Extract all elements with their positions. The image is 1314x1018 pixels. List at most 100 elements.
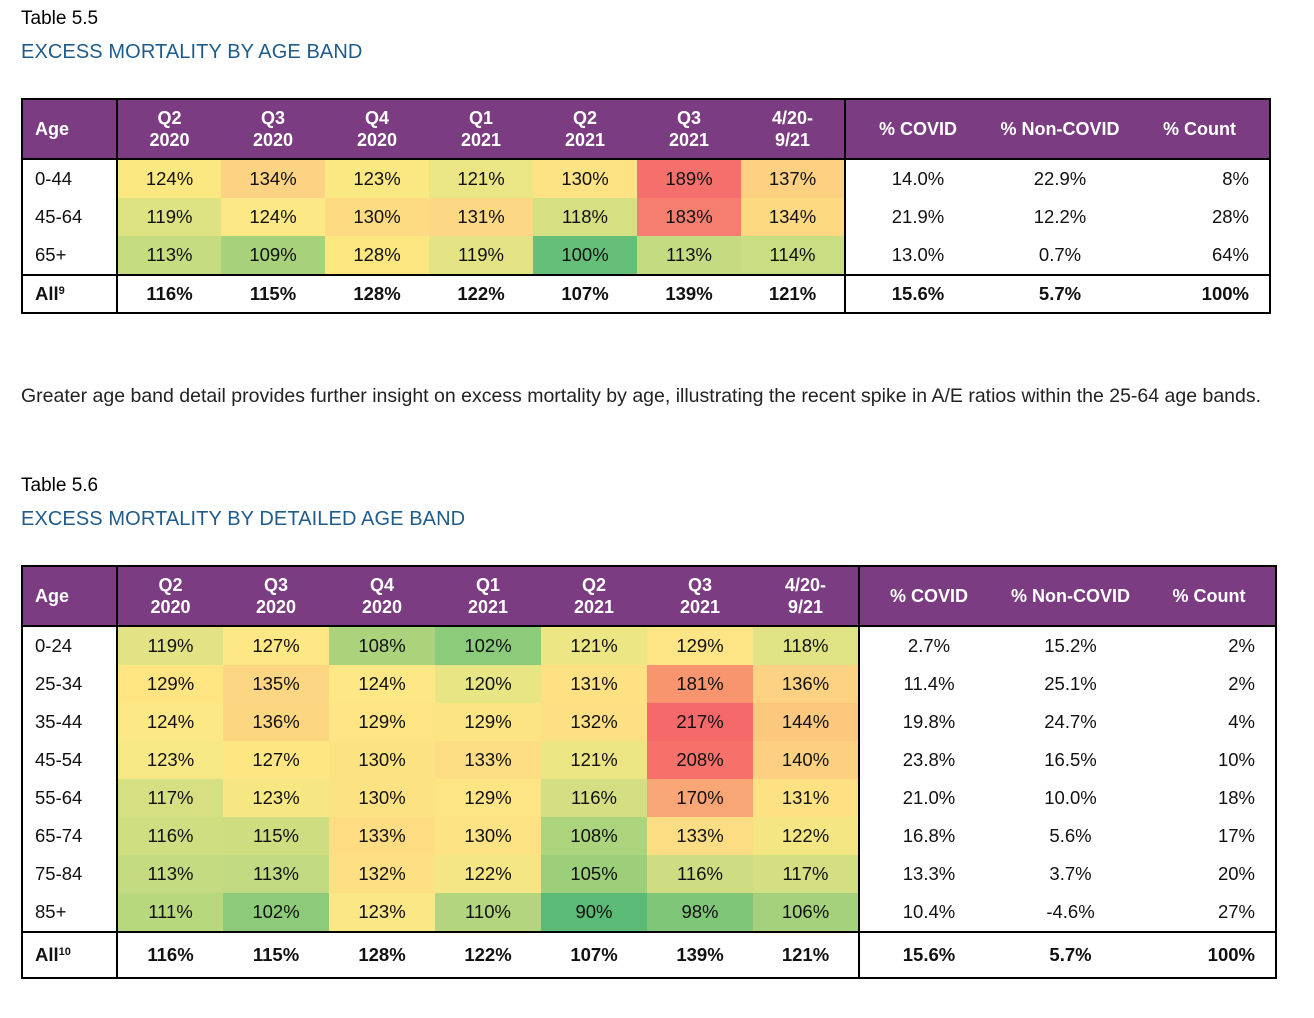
all-ratio-cell: 139% [637,274,741,313]
ratio-cell: 129% [329,703,435,741]
ratio-cell: 121% [429,159,533,198]
count-cell: 20% [1143,855,1276,893]
all-covid-cell: 15.6% [845,274,990,313]
ratio-cell: 123% [117,741,223,779]
all-row: All10 116% 115% 128% 122% 107% 139% 121% 15.6% 5.… [22,931,1276,978]
ratio-cell: 127% [223,741,329,779]
header-row: Age Q2 2020 Q3 2020 Q4 2020 Q1 2021 Q2 2021 Q3 2021 4… [22,566,1276,627]
all-ratio-cell: 139% [647,931,753,978]
ratio-cell: 113% [117,855,223,893]
ratio-cell: 131% [541,665,647,703]
ratio-cell: 123% [223,779,329,817]
period-header: Q1 2021 [435,566,541,627]
noncovid-cell: 16.5% [998,741,1143,779]
all-label-cell: All9 [22,274,118,313]
period-header: 4/20- 9/21 [741,99,846,160]
count-cell: 2% [1143,626,1276,665]
covid-cell: 21.0% [859,779,998,817]
age-cell: 75-84 [22,855,118,893]
header-row: Age Q2 2020 Q3 2020 Q4 2020 Q1 2021 Q2 2021 Q3 2021 4… [22,99,1270,160]
ratio-cell: 189% [637,159,741,198]
ratio-cell: 115% [223,817,329,855]
noncovid-cell: 3.7% [998,855,1143,893]
age-header: Age [22,99,118,160]
ratio-cell: 129% [435,703,541,741]
footnote-marker: 9 [58,285,65,297]
ratio-cell: 130% [533,159,637,198]
table-row: 0-44 124% 134% 123% 121% 130% 189% 137% 14.0% 22.… [22,159,1270,198]
noncovid-cell: -4.6% [998,893,1143,932]
ratio-cell: 108% [541,817,647,855]
period-header: Q4 2020 [329,566,435,627]
all-label-cell: All10 [22,931,118,978]
ratio-cell: 120% [435,665,541,703]
table-row: 55-64 117% 123% 130% 129% 116% 170% 131% 21.0% 10… [22,779,1276,817]
ratio-cell: 137% [741,159,846,198]
all-ratio-cell: 115% [223,931,329,978]
ratio-cell: 131% [429,198,533,236]
ratio-cell: 132% [329,855,435,893]
age-cell: 85+ [22,893,118,932]
all-count-cell: 100% [1130,274,1270,313]
covid-cell: 11.4% [859,665,998,703]
table-5-5-title: EXCESS MORTALITY BY AGE BAND [21,41,363,63]
ratio-cell: 134% [741,198,846,236]
all-noncovid-cell: 5.7% [990,274,1130,313]
count-header: % Count [1130,99,1270,160]
covid-cell: 21.9% [845,198,990,236]
ratio-cell: 121% [541,626,647,665]
ratio-cell: 118% [753,626,860,665]
covid-cell: 23.8% [859,741,998,779]
footnote-marker: 10 [58,946,71,958]
all-ratio-cell: 116% [117,274,221,313]
all-covid-cell: 15.6% [859,931,998,978]
ratio-cell: 133% [647,817,753,855]
count-cell: 64% [1130,236,1270,275]
ratio-cell: 122% [435,855,541,893]
period-header: Q3 2020 [223,566,329,627]
covid-cell: 19.8% [859,703,998,741]
age-cell: 55-64 [22,779,118,817]
period-header: Q3 2020 [221,99,325,160]
ratio-cell: 217% [647,703,753,741]
period-header: 4/20- 9/21 [753,566,860,627]
period-header: Q2 2020 [117,566,223,627]
count-cell: 27% [1143,893,1276,932]
ratio-cell: 135% [223,665,329,703]
all-row: All9 116% 115% 128% 122% 107% 139% 121% 15.6% 5.7… [22,274,1270,313]
table-row: 0-24 119% 127% 108% 102% 121% 129% 118% 2.7% 15.2… [22,626,1276,665]
noncovid-cell: 12.2% [990,198,1130,236]
all-ratio-cell: 121% [753,931,860,978]
age-cell: 25-34 [22,665,118,703]
ratio-cell: 113% [223,855,329,893]
ratio-cell: 111% [117,893,223,932]
table-5-5-label: Table 5.5 [21,8,99,29]
table-5-6-label: Table 5.6 [21,475,99,496]
ratio-cell: 122% [753,817,860,855]
noncovid-cell: 15.2% [998,626,1143,665]
ratio-cell: 170% [647,779,753,817]
ratio-cell: 116% [647,855,753,893]
count-cell: 18% [1143,779,1276,817]
age-header: Age [22,566,118,627]
ratio-cell: 109% [221,236,325,275]
ratio-cell: 108% [329,626,435,665]
ratio-cell: 102% [223,893,329,932]
period-header: Q2 2021 [533,99,637,160]
ratio-cell: 119% [117,626,223,665]
covid-cell: 13.0% [845,236,990,275]
period-header: Q3 2021 [637,99,741,160]
ratio-cell: 102% [435,626,541,665]
ratio-cell: 127% [223,626,329,665]
count-cell: 10% [1143,741,1276,779]
table-5-6-title: EXCESS MORTALITY BY DETAILED AGE BAND [21,508,466,530]
ratio-cell: 134% [221,159,325,198]
ratio-cell: 105% [541,855,647,893]
count-cell: 4% [1143,703,1276,741]
ratio-cell: 116% [541,779,647,817]
ratio-cell: 106% [753,893,860,932]
ratio-cell: 136% [753,665,860,703]
ratio-cell: 124% [221,198,325,236]
covid-header: % COVID [845,99,990,160]
period-header: Q4 2020 [325,99,429,160]
